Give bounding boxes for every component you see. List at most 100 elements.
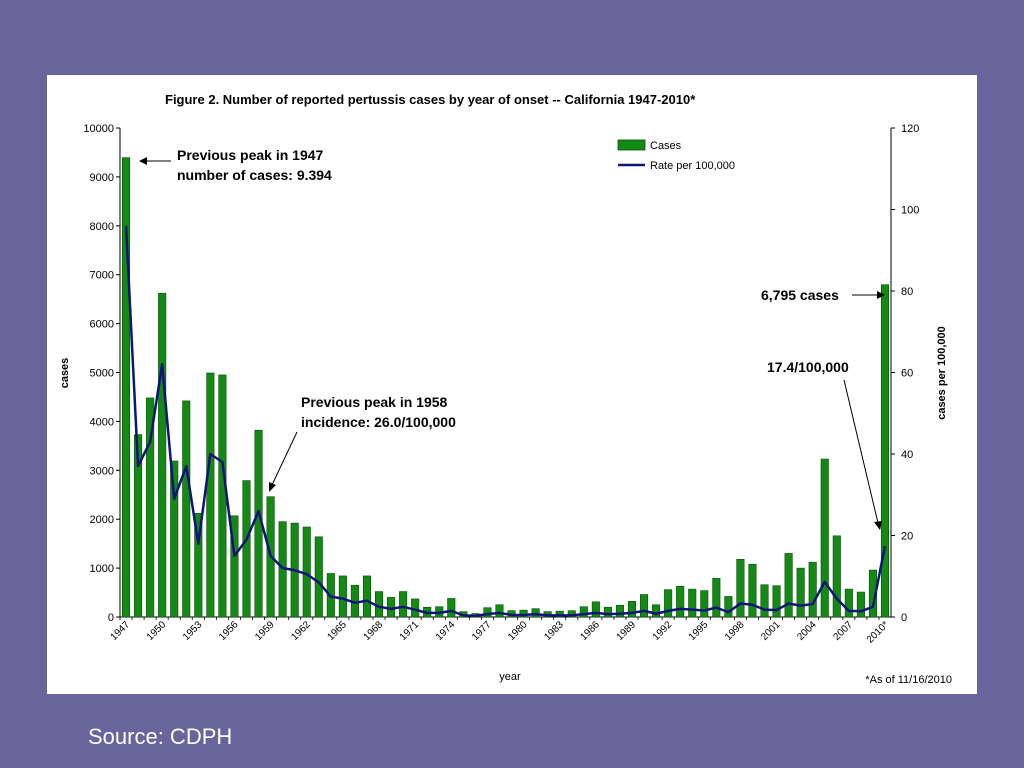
x-tick-label-1959: 1959 — [253, 619, 277, 643]
rate-line — [124, 225, 887, 618]
annotation-peak-1947-line1: Previous peak in 1947 — [177, 147, 324, 163]
bar-2000 — [760, 584, 769, 618]
bar-1951 — [170, 460, 179, 618]
x-tick-label-1986: 1986 — [578, 619, 602, 643]
x-axis-ticks: 1947 1950 1953 1956 1959 1962 1965 1968 1971 1974… — [109, 617, 891, 646]
annotation-rate-2010: 17.4/100,000 — [767, 359, 882, 530]
bar-1999 — [748, 563, 757, 618]
bar-2010 — [880, 284, 890, 618]
annotation-peak-1947-line2: number of cases: 9.394 — [177, 167, 332, 183]
left-tick-label-9000: 9000 — [90, 172, 114, 184]
x-tick-label-1950: 1950 — [145, 619, 169, 643]
annotation-peak-1958-line1: Previous peak in 1958 — [301, 394, 448, 410]
svg-text:Previous peak in 1947: Previous peak in 1947 number of cases: 9… — [177, 147, 332, 183]
right-tick-label-20: 20 — [901, 531, 913, 543]
bar-2006 — [832, 535, 841, 618]
bar-1949 — [146, 397, 155, 618]
left-tick-label-3000: 3000 — [90, 465, 114, 477]
right-tick-label-0: 0 — [901, 612, 907, 624]
x-tick-label-1956: 1956 — [217, 619, 241, 643]
bar-1963 — [314, 536, 323, 618]
bar-1994 — [688, 588, 697, 618]
annotation-peak-1958-line2: incidence: 26.0/100,000 — [301, 414, 456, 430]
x-tick-label-1968: 1968 — [362, 619, 386, 643]
x-axis-label: year — [499, 671, 521, 683]
bar-1953 — [194, 513, 203, 618]
annotation-arrowhead-cases-2010 — [877, 291, 885, 299]
bar-1957 — [242, 480, 251, 618]
y-axis-label-right: cases per 100,000 — [936, 326, 948, 420]
left-tick-label-6000: 6000 — [90, 319, 114, 331]
annotation-arrowhead-1947 — [139, 157, 147, 165]
annotation-cases-2010-text: 6,795 cases — [761, 287, 839, 303]
left-tick-label-8000: 8000 — [90, 221, 114, 233]
bar-1996 — [712, 578, 721, 618]
bar-1977 — [483, 607, 492, 618]
bar-1950 — [158, 292, 167, 618]
bar-1947 — [121, 157, 131, 618]
bar-1965 — [338, 575, 347, 618]
right-tick-label-100: 100 — [901, 205, 919, 217]
legend-label-cases: Cases — [650, 140, 682, 152]
x-tick-label-1998: 1998 — [723, 619, 747, 643]
left-tick-label-4000: 4000 — [90, 416, 114, 428]
bar-1952 — [182, 400, 191, 618]
bar-2003 — [796, 567, 805, 618]
bars-group — [121, 157, 890, 618]
x-tick-label-1989: 1989 — [615, 619, 639, 643]
annotation-peak-1947: Previous peak in 1947 number of cases: 9… — [139, 147, 332, 183]
left-tick-label-1000: 1000 — [90, 563, 114, 575]
annotation-cases-2010: 6,795 cases — [761, 287, 885, 303]
x-tick-label-1974: 1974 — [434, 619, 458, 643]
chart-title: Figure 2. Number of reported pertussis c… — [165, 92, 696, 107]
x-tick-label-1977: 1977 — [470, 619, 494, 643]
footnote: *As of 11/16/2010 — [865, 674, 952, 686]
right-tick-label-60: 60 — [901, 368, 913, 380]
annotation-arrowhead-rate-2010 — [874, 521, 882, 530]
x-tick-label-2010: 2010* — [865, 619, 891, 645]
bar-2004 — [808, 561, 817, 618]
source-text: Source: CDPH — [88, 724, 233, 749]
x-tick-label-2001: 2001 — [759, 619, 783, 643]
right-tick-label-80: 80 — [901, 286, 913, 298]
legend: Cases Rate per 100,000 — [617, 139, 735, 172]
legend-label-rate: Rate per 100,000 — [650, 160, 735, 172]
x-tick-label-2004: 2004 — [795, 619, 819, 643]
x-tick-label-2007: 2007 — [831, 619, 855, 643]
x-tick-label-1992: 1992 — [651, 619, 675, 643]
bar-1998 — [736, 558, 745, 618]
bar-1991 — [652, 604, 661, 618]
chart-panel: Figure 2. Number of reported pertussis c… — [47, 75, 977, 694]
bar-1954 — [206, 372, 215, 618]
bar-1981 — [531, 608, 540, 618]
x-tick-label-1971: 1971 — [398, 619, 422, 643]
bar-1995 — [700, 590, 709, 618]
annotation-arrow-rate-2010 — [843, 379, 879, 524]
annotation-peak-1958: Previous peak in 1958 incidence: 26.0/10… — [269, 394, 456, 492]
bar-2005 — [820, 458, 829, 618]
bar-1992 — [664, 589, 673, 618]
bar-1955 — [218, 374, 227, 618]
bar-2008 — [856, 591, 865, 618]
bar-1988 — [615, 604, 624, 618]
rate-line-group — [124, 225, 887, 618]
x-tick-label-1983: 1983 — [542, 619, 566, 643]
bar-1993 — [676, 585, 685, 618]
right-tick-label-40: 40 — [901, 449, 913, 461]
bar-2001 — [772, 585, 781, 618]
bar-1990 — [639, 594, 649, 618]
bar-1983 — [555, 610, 564, 618]
right-tick-label-120: 120 — [901, 123, 919, 135]
pertussis-chart: Figure 2. Number of reported pertussis c… — [59, 92, 952, 686]
bar-1987 — [603, 606, 612, 618]
left-tick-label-5000: 5000 — [90, 368, 114, 380]
legend-swatch-cases — [617, 139, 646, 151]
bar-2007 — [844, 588, 853, 618]
left-tick-label-10000: 10000 — [83, 123, 114, 135]
bar-1974 — [447, 598, 456, 618]
bar-1986 — [591, 601, 600, 618]
bar-1997 — [724, 596, 733, 618]
left-tick-label-2000: 2000 — [90, 514, 114, 526]
x-tick-label-1953: 1953 — [181, 619, 205, 643]
left-tick-label-0: 0 — [108, 612, 114, 624]
